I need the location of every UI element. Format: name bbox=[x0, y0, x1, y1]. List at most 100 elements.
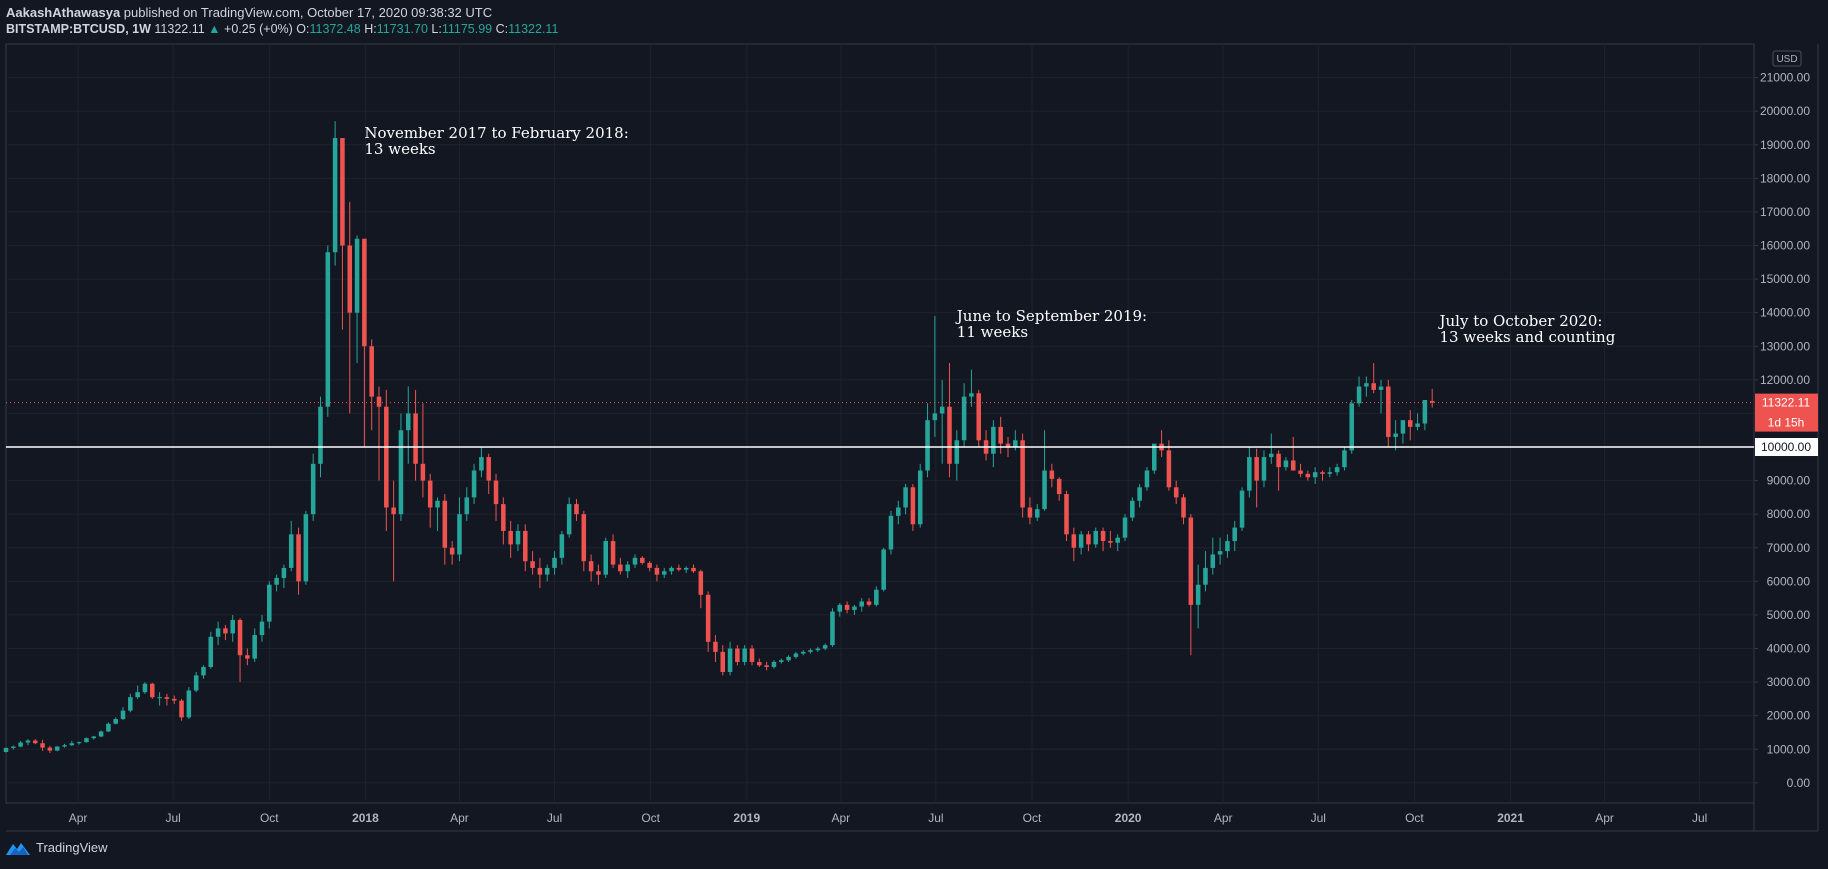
candle bbox=[1078, 530, 1084, 555]
candle bbox=[142, 682, 148, 694]
candle bbox=[735, 645, 740, 666]
candle bbox=[947, 363, 952, 478]
candle-body bbox=[896, 507, 901, 516]
candle-body bbox=[106, 723, 111, 732]
candle-body bbox=[1327, 472, 1333, 474]
candle bbox=[340, 138, 345, 330]
candle bbox=[420, 403, 426, 498]
candle-body bbox=[332, 138, 338, 253]
candle bbox=[1371, 363, 1376, 394]
time-tick-label: Jul bbox=[1692, 811, 1707, 825]
candle bbox=[442, 494, 448, 565]
candle-body bbox=[457, 514, 462, 555]
candle-body bbox=[1349, 403, 1355, 451]
candle-body bbox=[800, 651, 806, 654]
candle-body bbox=[32, 740, 38, 744]
candle bbox=[523, 524, 528, 572]
candle bbox=[376, 386, 382, 481]
candle bbox=[778, 658, 784, 664]
candle-body bbox=[640, 557, 645, 563]
candle bbox=[98, 730, 104, 738]
candle bbox=[267, 581, 272, 629]
candle bbox=[764, 661, 769, 671]
candle bbox=[354, 235, 360, 364]
candle bbox=[193, 672, 199, 693]
candle bbox=[362, 238, 367, 448]
time-tick-label: 2018 bbox=[352, 811, 379, 825]
candle-body bbox=[969, 393, 974, 397]
candle-body bbox=[786, 656, 791, 661]
candle-body bbox=[1130, 500, 1135, 518]
candle bbox=[384, 389, 389, 531]
price-tick-label: 18000.00 bbox=[1760, 171, 1810, 185]
candle-body bbox=[1042, 470, 1047, 510]
candle-body bbox=[1342, 450, 1347, 468]
symbol-label[interactable]: BITSTAMP:BTCUSD, 1W bbox=[6, 22, 151, 36]
candle bbox=[625, 561, 630, 578]
candle-body bbox=[245, 655, 250, 659]
candle-body bbox=[523, 530, 528, 562]
candle bbox=[844, 601, 850, 614]
candle-body bbox=[435, 500, 440, 508]
publish-line: AakashAthawasya published on TradingView… bbox=[6, 4, 558, 21]
candle-body bbox=[91, 736, 97, 739]
candle-body bbox=[954, 440, 960, 464]
candle-body bbox=[1312, 472, 1318, 478]
time-axis[interactable]: Apr Jul Oct 2018 Apr Jul Oct 2019 Apr Jul Oct 2020 A… bbox=[69, 811, 1708, 825]
candle-body bbox=[384, 406, 389, 508]
candle-body bbox=[420, 463, 426, 481]
candle-body bbox=[62, 745, 67, 747]
candle-body bbox=[1086, 534, 1091, 545]
candle bbox=[559, 530, 565, 565]
candle bbox=[917, 463, 923, 528]
candle bbox=[998, 416, 1003, 454]
candle-body bbox=[1188, 517, 1194, 605]
candle bbox=[691, 564, 696, 573]
candle bbox=[830, 608, 835, 647]
candle-body bbox=[632, 557, 638, 565]
price-tick-label: 15000.00 bbox=[1760, 272, 1810, 286]
candle-body bbox=[1283, 460, 1289, 468]
candle bbox=[1364, 376, 1369, 397]
last-price-label: 11322.11 bbox=[1762, 396, 1811, 410]
candle bbox=[1356, 376, 1362, 407]
tradingview-logo-icon[interactable] bbox=[6, 841, 30, 855]
candle bbox=[1100, 527, 1106, 552]
candle bbox=[1173, 480, 1179, 505]
candle-body bbox=[515, 530, 521, 545]
low-label: L: bbox=[431, 22, 442, 36]
candle bbox=[435, 497, 440, 531]
candle-body bbox=[844, 604, 850, 610]
candle bbox=[808, 648, 813, 654]
candle-body bbox=[193, 675, 199, 691]
candle bbox=[749, 645, 755, 666]
candle bbox=[1312, 467, 1318, 484]
candle bbox=[1378, 379, 1384, 414]
candle-body bbox=[808, 650, 813, 652]
candle bbox=[603, 537, 608, 578]
candle bbox=[1144, 467, 1150, 491]
candle bbox=[713, 635, 718, 662]
annotation-text: July to October 2020: bbox=[1438, 312, 1603, 330]
candle-body bbox=[259, 621, 265, 636]
tradingview-brand[interactable]: TradingView bbox=[36, 840, 108, 855]
candle bbox=[76, 741, 82, 745]
candle bbox=[544, 564, 550, 582]
author-name[interactable]: AakashAthawasya bbox=[6, 5, 121, 20]
candle bbox=[683, 566, 689, 573]
candle bbox=[1254, 448, 1259, 508]
chart-overlays bbox=[6, 402, 1754, 448]
candle bbox=[332, 121, 338, 266]
candle-body bbox=[1305, 473, 1311, 478]
price-axis[interactable]: 21000.00 20000.00 19000.00 18000.00 17000.00… bbox=[1754, 50, 1818, 790]
candle-body bbox=[1356, 386, 1362, 404]
candle bbox=[1225, 534, 1230, 558]
candle-body bbox=[537, 567, 543, 575]
candle bbox=[1071, 527, 1077, 562]
candle-body bbox=[566, 504, 572, 535]
candle-body bbox=[544, 567, 550, 575]
candle bbox=[793, 651, 799, 659]
candle-body bbox=[691, 567, 696, 572]
candle bbox=[471, 463, 477, 505]
